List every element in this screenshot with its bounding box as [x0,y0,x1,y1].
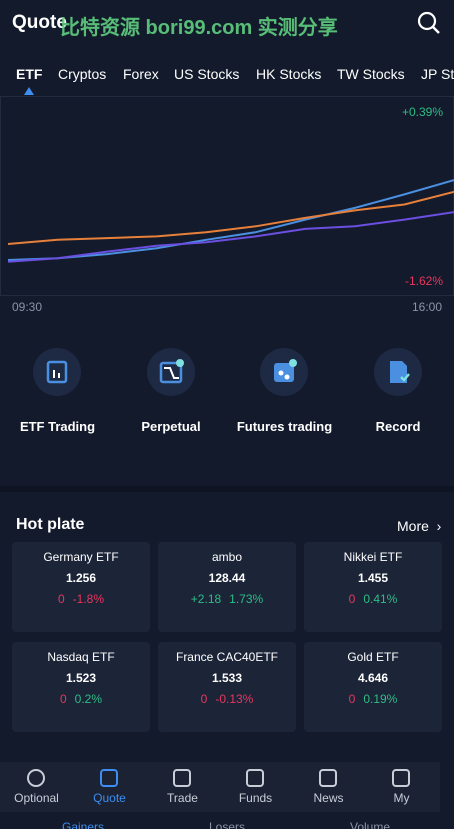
watermark: 比特资源 bori99.com 实测分享 [60,17,338,39]
tab[interactable]: Cryptos [58,66,107,82]
menu-icon[interactable] [33,348,81,396]
section-title: Hot plate [16,516,85,533]
page-title: Quote [12,12,67,33]
card-price: 1.533 [211,671,243,685]
search-icon[interactable] [416,10,442,36]
tab[interactable]: ETF [16,66,43,82]
card-percent: -1.8% [72,592,105,606]
x-start-label: 09:30 [12,300,42,314]
card-price: 1.256 [65,571,97,585]
card-name: Nasdaq ETF [47,650,115,664]
nav-label[interactable]: Funds [238,791,273,805]
tab[interactable]: Forex [123,66,159,82]
nav-label[interactable]: Quote [93,791,126,805]
quote-card[interactable]: Nikkei ETF 1.455 0 0.41% [304,542,442,632]
nav-label[interactable]: News [313,791,344,805]
card-name: Germany ETF [43,550,119,564]
card-percent: -0.13% [215,692,254,706]
nav-label[interactable]: My [393,791,410,805]
y-max-label: +0.39% [402,105,443,119]
nav-icon[interactable] [26,768,46,788]
quote-card[interactable]: Nasdaq ETF 1.523 0 0.2% [12,642,150,732]
y-min-label: -1.62% [405,274,443,288]
menu-icon[interactable] [373,348,422,396]
quote-card[interactable]: Germany ETF 1.256 0 -1.8% [12,542,150,632]
price-chart: +0.39% -1.62% 09:30 16:00 [0,96,454,314]
card-change-row: 0 0.41% [304,592,442,606]
card-change: 0 [200,692,208,706]
series-line [7,179,454,261]
card-change-row: 0 -0.13% [158,692,296,706]
card-price: 1.455 [357,571,389,585]
nav-label[interactable]: Trade [167,791,198,805]
menu-icon[interactable] [260,348,308,396]
nav-icon[interactable] [318,768,338,788]
tab-indicator [24,87,34,95]
card-name: France CAC40ETF [175,650,279,664]
card-change: 0 [59,692,67,706]
tab[interactable]: JP Stocks [421,66,454,82]
ranking-tab[interactable]: Volume [350,820,391,829]
card-name: ambo [211,550,243,564]
nav-icon[interactable] [391,768,411,788]
nav-icon[interactable] [245,768,265,788]
menu-label[interactable]: ETF Trading [19,419,96,434]
more-link[interactable]: More › [397,518,442,534]
quote-card[interactable]: Gold ETF 4.646 0 0.19% [304,642,442,732]
card-change-row: 0 -1.8% [12,592,150,606]
menu-label[interactable]: Perpetual [141,419,201,434]
card-percent: 0.41% [363,592,398,606]
card-change: 0 [348,592,356,606]
quote-card[interactable]: France CAC40ETF 1.533 0 -0.13% [158,642,296,732]
nav-label[interactable]: Optional [14,791,59,805]
card-price: 4.646 [357,671,389,685]
card-change-row: 0 0.2% [12,692,150,706]
card-price: 128.44 [208,571,246,585]
card-change: +2.18 [190,592,222,606]
menu-label[interactable]: Record [375,419,421,434]
card-change: 0 [348,692,356,706]
card-change-row: 0 0.19% [304,692,442,706]
ranking-tab[interactable]: Losers [209,820,246,829]
quote-card[interactable]: ambo 128.44 +2.18 1.73% [158,542,296,632]
card-price: 1.523 [65,671,97,685]
nav-icon[interactable] [99,768,119,788]
ranking-tab[interactable]: Gainers [62,820,105,829]
nav-icon[interactable] [172,768,192,788]
tab[interactable]: HK Stocks [256,66,322,82]
divider [0,486,454,492]
menu-icon[interactable] [146,348,195,396]
more-text: More [397,518,429,534]
card-name: Gold ETF [347,650,399,664]
card-percent: 0.2% [74,692,103,706]
menu-label[interactable]: Futures trading [236,419,333,434]
bottom-nav [0,762,440,812]
series-line [7,190,454,245]
card-change-row: +2.18 1.73% [158,592,296,606]
card-name: Nikkei ETF [343,550,403,564]
tab[interactable]: US Stocks [174,66,240,82]
card-percent: 0.19% [363,692,398,706]
tab[interactable]: TW Stocks [337,66,405,82]
series-line [7,211,454,263]
card-percent: 1.73% [229,592,264,606]
x-end-label: 16:00 [412,300,442,314]
card-change: 0 [57,592,65,606]
